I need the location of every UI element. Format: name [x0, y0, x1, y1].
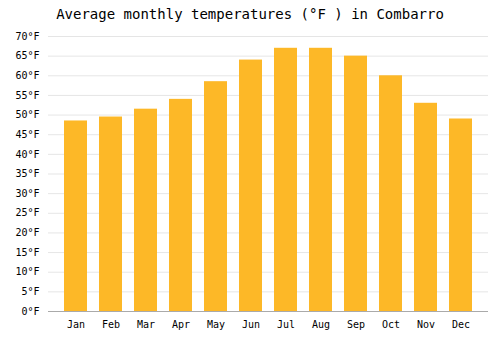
svg-text:20°F: 20°F — [15, 227, 39, 238]
svg-text:Oct: Oct — [382, 319, 400, 330]
svg-text:Jun: Jun — [242, 319, 260, 330]
svg-text:65°F: 65°F — [15, 50, 39, 61]
svg-text:45°F: 45°F — [15, 129, 39, 140]
svg-text:55°F: 55°F — [15, 90, 39, 101]
svg-text:Mar: Mar — [137, 319, 155, 330]
svg-text:Jul: Jul — [277, 319, 295, 330]
svg-text:Apr: Apr — [172, 319, 190, 330]
svg-text:May: May — [207, 319, 225, 330]
svg-text:Nov: Nov — [417, 319, 435, 330]
svg-text:60°F: 60°F — [15, 70, 39, 81]
svg-text:Aug: Aug — [312, 319, 330, 330]
svg-text:50°F: 50°F — [15, 109, 39, 120]
svg-text:Sep: Sep — [347, 319, 365, 330]
svg-text:10°F: 10°F — [15, 266, 39, 277]
svg-text:5°F: 5°F — [21, 286, 39, 297]
svg-text:Feb: Feb — [102, 319, 120, 330]
html-text:Average monthly temperatures (: Average monthly temperatures (°F ) in Co… — [56, 6, 444, 22]
svg-text:35°F: 35°F — [15, 168, 39, 179]
svg-text:40°F: 40°F — [15, 149, 39, 160]
svg-text:70°F: 70°F — [15, 31, 39, 42]
svg-text:30°F: 30°F — [15, 188, 39, 199]
svg-text:0°F: 0°F — [21, 306, 39, 317]
svg-text:Jan: Jan — [67, 319, 85, 330]
svg-text:15°F: 15°F — [15, 247, 39, 258]
svg-text:25°F: 25°F — [15, 207, 39, 218]
svg-text:Dec: Dec — [452, 319, 470, 330]
